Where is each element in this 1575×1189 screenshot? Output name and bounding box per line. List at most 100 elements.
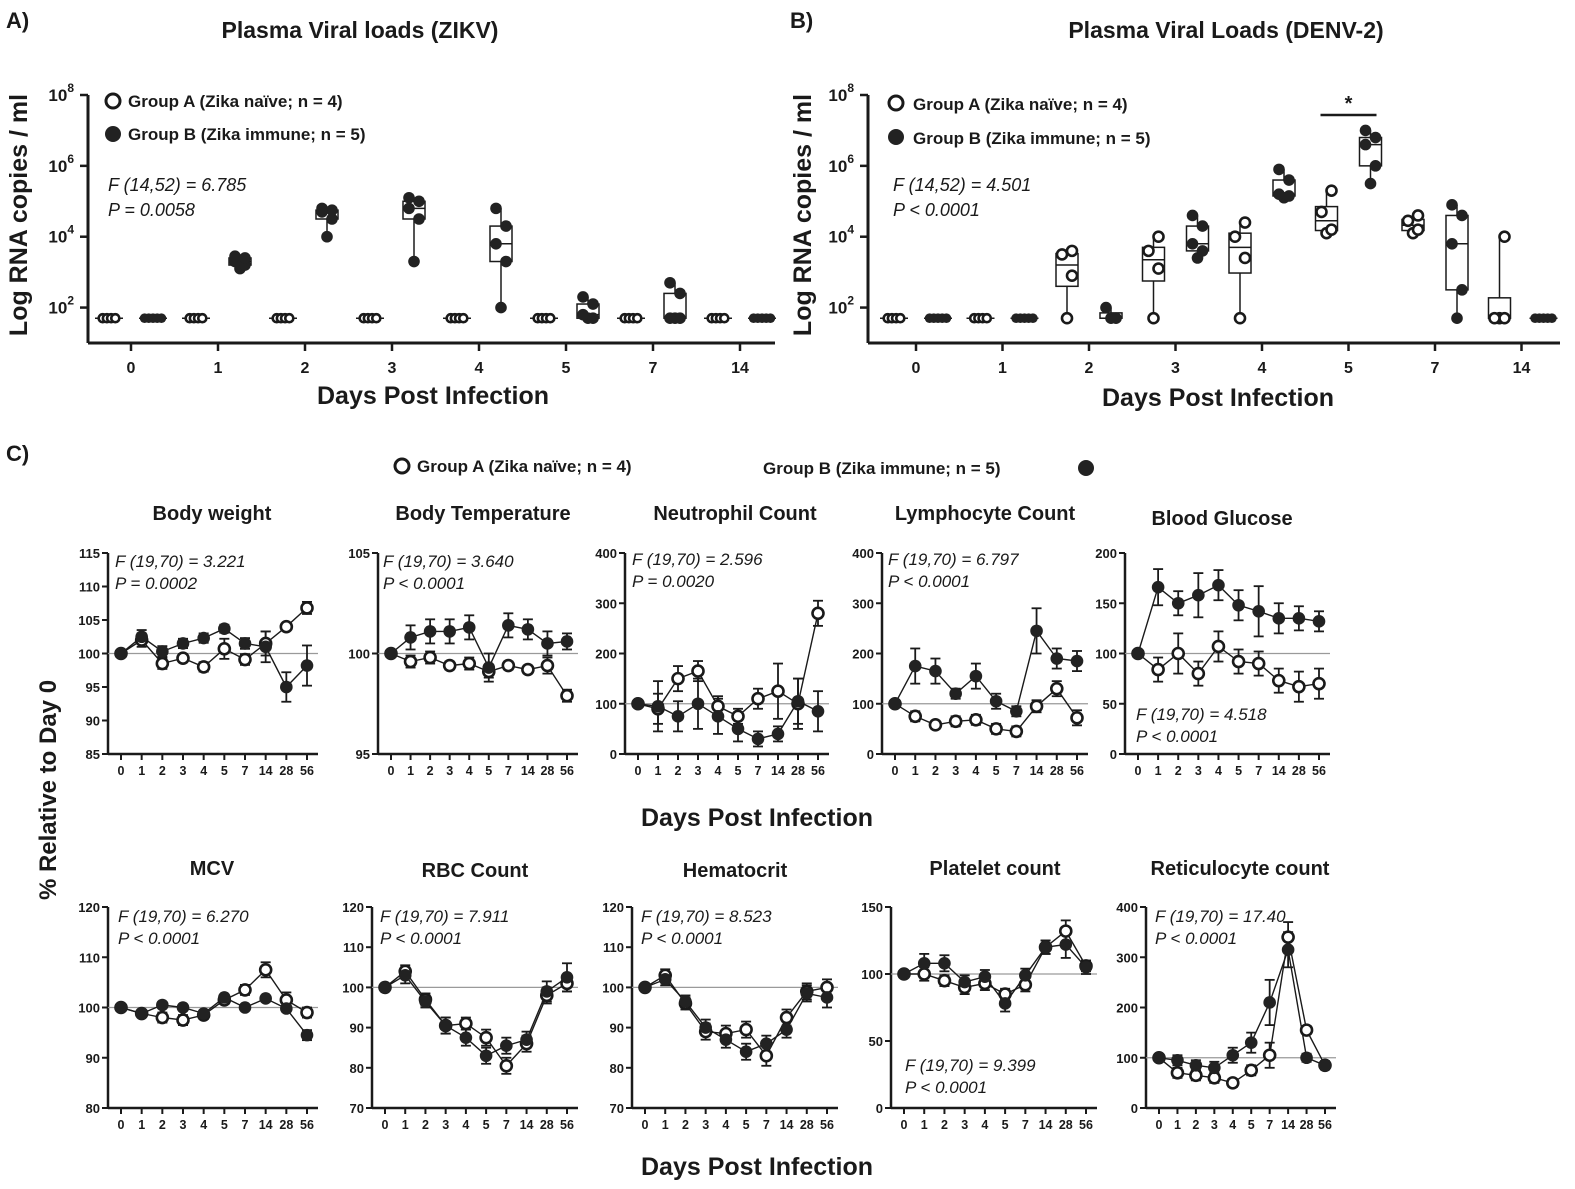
x-tick-label: 4 xyxy=(1215,764,1222,778)
x-tick-label: 14 xyxy=(521,764,535,778)
data-point xyxy=(674,287,686,300)
data-point xyxy=(1488,311,1501,325)
x-tick-label: 1 xyxy=(998,360,1007,377)
y-tick-label: 90 xyxy=(610,1021,624,1036)
subchart-stat-p: P < 0.0001 xyxy=(905,1078,987,1097)
x-tick-label: 1 xyxy=(402,1118,409,1132)
x-tick-label: 3 xyxy=(180,764,187,778)
y-tick-label: 100 xyxy=(852,697,874,712)
y-tick-label: 110 xyxy=(79,580,100,595)
data-point-closed xyxy=(638,981,652,994)
data-point xyxy=(1498,311,1511,325)
data-point xyxy=(1364,177,1377,190)
x-tick-label: 2 xyxy=(301,360,310,377)
data-point-closed xyxy=(1152,1051,1166,1065)
data-point xyxy=(1446,199,1458,211)
subchart-glu: Blood Glucose F (19,70) = 4.518 P < 0.0001… xyxy=(1095,508,1330,778)
x-tick-label: 1 xyxy=(662,1118,669,1132)
data-point xyxy=(413,195,425,208)
panel-c-legend-open-marker xyxy=(393,457,411,475)
panel-a-xlabel: Days Post Infection xyxy=(317,382,549,410)
data-point xyxy=(577,308,589,321)
x-tick-label: 56 xyxy=(300,764,314,778)
x-tick-label: 0 xyxy=(912,360,921,377)
x-tick-label: 0 xyxy=(118,764,125,778)
data-point xyxy=(577,291,589,303)
x-tick-label: 14 xyxy=(259,1118,273,1132)
data-point-open xyxy=(1299,1023,1314,1037)
x-tick-label: 4 xyxy=(475,360,484,377)
subchart-stat-f: F (19,70) = 7.911 xyxy=(380,907,509,926)
data-point-closed xyxy=(1252,604,1265,618)
data-point xyxy=(1369,131,1382,144)
x-tick-label: 28 xyxy=(279,764,293,778)
data-point-open xyxy=(811,606,825,621)
data-point-closed xyxy=(259,992,272,1005)
panel-c-legend-closed-marker xyxy=(1078,460,1094,476)
data-point-closed xyxy=(1010,704,1023,718)
data-point xyxy=(326,204,338,216)
x-tick-label: 14 xyxy=(1030,764,1044,778)
subchart-title: Blood Glucose xyxy=(1151,508,1292,530)
x-tick-label: 2 xyxy=(932,764,939,778)
panel-a-legend-group-a: Group A (Zika naïve; n = 4) xyxy=(128,92,343,111)
x-tick-label: 3 xyxy=(952,764,959,778)
y-tick-label: 102 xyxy=(828,294,854,318)
x-tick-label: 4 xyxy=(722,1118,729,1132)
data-point-closed xyxy=(791,694,805,708)
y-tick-label: 100 xyxy=(348,647,370,662)
y-tick-label: 85 xyxy=(86,747,100,762)
data-point-closed xyxy=(197,631,210,645)
x-tick-label: 0 xyxy=(635,764,642,778)
x-tick-label: 1 xyxy=(1155,764,1162,778)
data-point-closed xyxy=(1030,624,1043,638)
x-tick-label: 3 xyxy=(1211,1118,1218,1132)
data-point-open xyxy=(462,656,477,671)
data-point xyxy=(500,220,512,232)
data-point-open xyxy=(917,967,932,981)
data-point-closed xyxy=(820,991,834,1004)
data-point xyxy=(457,312,469,324)
subchart-title: RBC Count xyxy=(422,860,529,882)
y-tick-label: 50 xyxy=(1103,697,1117,712)
data-point-open xyxy=(423,650,437,665)
y-tick-label: 80 xyxy=(86,1101,100,1116)
panel-c-label: C) xyxy=(6,441,29,466)
data-point-open xyxy=(691,664,705,678)
x-tick-label: 7 xyxy=(1013,764,1020,778)
y-tick-label: 90 xyxy=(86,1051,100,1066)
panel-b-legend-open-marker xyxy=(887,94,905,112)
subchart-stat-f: F (19,70) = 4.518 xyxy=(1136,705,1267,724)
series-line-closed xyxy=(903,943,1087,1005)
data-point-closed xyxy=(751,732,765,746)
series-line-open xyxy=(390,652,568,697)
panel-b-title: Plasma Viral Loads (DENV-2) xyxy=(1068,17,1383,43)
y-tick-label: 95 xyxy=(86,680,100,695)
data-point xyxy=(1446,238,1458,250)
data-point-open xyxy=(1244,1063,1259,1078)
data-point xyxy=(229,250,241,262)
data-point xyxy=(495,301,507,314)
data-point-open xyxy=(403,654,418,669)
x-tick-label: 5 xyxy=(221,764,228,778)
data-point-closed xyxy=(541,637,554,650)
x-tick-label: 28 xyxy=(540,764,554,778)
series-line-closed xyxy=(1158,949,1326,1069)
data-point xyxy=(1196,220,1209,232)
data-point-closed xyxy=(560,971,574,984)
data-point xyxy=(1055,248,1069,261)
data-point-closed xyxy=(711,710,725,723)
data-point-closed xyxy=(218,622,231,636)
subchart-title: Neutrophil Count xyxy=(653,503,817,525)
data-point-closed xyxy=(1208,1061,1221,1075)
data-point-closed xyxy=(135,1007,148,1020)
y-tick-label: 105 xyxy=(78,613,100,628)
data-point-open xyxy=(1070,711,1084,725)
y-tick-label: 200 xyxy=(1095,546,1117,561)
x-tick-label: 5 xyxy=(993,764,1000,778)
y-tick-label: 0 xyxy=(610,747,617,762)
data-point xyxy=(1228,230,1242,244)
data-point-closed xyxy=(502,619,515,632)
x-tick-label: 5 xyxy=(1235,764,1242,778)
